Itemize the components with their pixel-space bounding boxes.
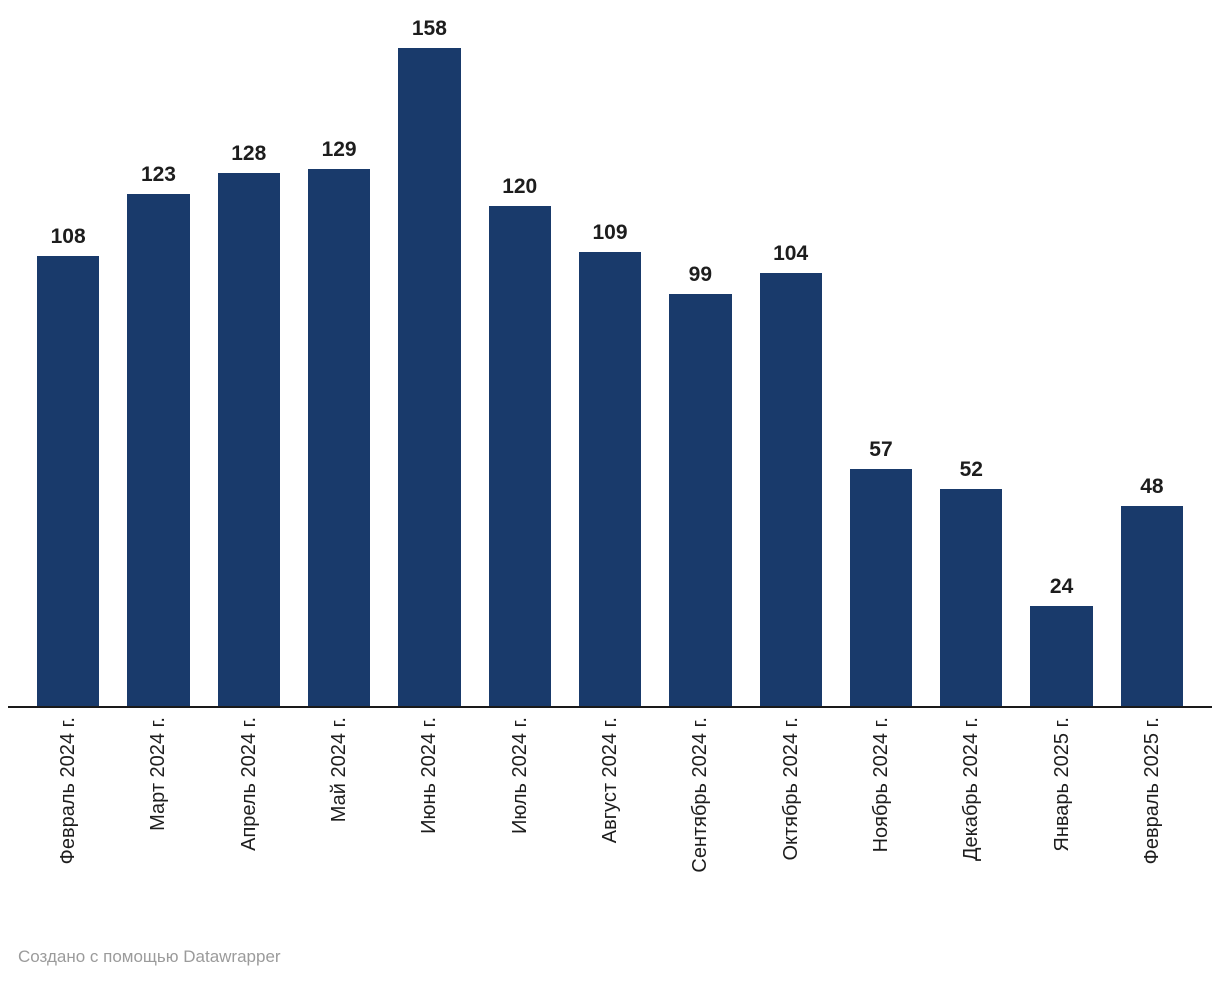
bar-value-label: 48 xyxy=(1140,474,1164,498)
bar[interactable] xyxy=(217,173,280,706)
x-axis-label: Январь 2025 г. xyxy=(1050,717,1073,852)
x-axis-label: Февраль 2025 г. xyxy=(1140,717,1163,865)
bar-value-label: 108 xyxy=(50,224,86,248)
bar-group: 128 xyxy=(204,142,294,706)
x-axis-label: Июнь 2024 г. xyxy=(418,717,441,834)
bar[interactable] xyxy=(759,273,822,706)
bar-group: 48 xyxy=(1107,475,1197,706)
bar-value-label: 129 xyxy=(321,137,357,161)
x-axis-cell: Ноябрь 2024 г. xyxy=(836,708,926,852)
bar[interactable] xyxy=(398,48,461,706)
x-axis-cell: Октябрь 2024 г. xyxy=(746,708,836,861)
plot-area: 108 123 128 129 158 120 109 99 104 57 52 24 48 xyxy=(8,0,1212,708)
bar-group: 108 xyxy=(23,225,113,706)
x-axis-cell: Март 2024 г. xyxy=(113,708,203,831)
bar[interactable] xyxy=(127,194,190,706)
bar-value-label: 120 xyxy=(502,174,538,198)
bar-group: 99 xyxy=(655,263,745,706)
datawrapper-attribution-link[interactable]: Создано с помощью Datawrapper xyxy=(18,947,281,966)
x-axis-cell: Февраль 2024 г. xyxy=(23,708,113,864)
bar-value-label: 128 xyxy=(231,141,267,165)
bar[interactable] xyxy=(1120,506,1184,706)
footer-attribution: Создано с помощью Datawrapper xyxy=(8,915,1212,987)
bar[interactable] xyxy=(578,252,642,706)
x-axis-cell: Январь 2025 г. xyxy=(1016,708,1106,852)
bar[interactable] xyxy=(307,169,371,706)
bar-value-label: 109 xyxy=(592,220,628,244)
bar-group: 57 xyxy=(836,438,926,706)
bar-group: 158 xyxy=(384,17,474,706)
bar-group: 104 xyxy=(746,242,836,706)
bar[interactable] xyxy=(488,206,551,706)
bar-value-label: 52 xyxy=(959,457,983,481)
bar-value-label: 99 xyxy=(688,262,713,286)
bar[interactable] xyxy=(1030,606,1093,706)
bar-group: 52 xyxy=(926,458,1016,706)
x-axis-label: Февраль 2024 г. xyxy=(57,717,80,865)
bar-value-label: 123 xyxy=(140,162,176,186)
x-axis-label: Май 2024 г. xyxy=(328,717,351,823)
x-axis-cell: Май 2024 г. xyxy=(294,708,384,822)
x-axis-cell: Апрель 2024 г. xyxy=(204,708,294,851)
x-axis-cell: Сентябрь 2024 г. xyxy=(655,708,745,873)
x-axis-label: Ноябрь 2024 г. xyxy=(869,717,892,853)
x-axis-label: Сентябрь 2024 г. xyxy=(689,717,712,873)
bar-group: 109 xyxy=(565,221,655,706)
bar-group: 120 xyxy=(475,175,565,706)
bar[interactable] xyxy=(669,294,732,706)
bar-group: 129 xyxy=(294,138,384,706)
bar-value-label: 104 xyxy=(773,241,809,265)
bar[interactable] xyxy=(849,469,913,706)
x-axis-cell: Июнь 2024 г. xyxy=(384,708,474,834)
x-axis-label: Декабрь 2024 г. xyxy=(960,717,983,861)
bar-value-label: 158 xyxy=(411,16,447,40)
bar-group: 123 xyxy=(113,163,203,706)
x-axis-label: Июль 2024 г. xyxy=(508,717,531,835)
x-axis-label: Октябрь 2024 г. xyxy=(779,717,802,861)
x-axis-label: Апрель 2024 г. xyxy=(237,717,260,851)
x-axis: Февраль 2024 г. Март 2024 г. Апрель 2024 г… xyxy=(8,708,1212,915)
bar-group: 24 xyxy=(1016,575,1106,706)
x-axis-label: Август 2024 г. xyxy=(599,717,622,844)
x-axis-cell: Февраль 2025 г. xyxy=(1107,708,1197,864)
bar[interactable] xyxy=(940,489,1003,706)
x-axis-cell: Июль 2024 г. xyxy=(475,708,565,834)
bar-value-label: 24 xyxy=(1049,574,1074,598)
bar-value-label: 57 xyxy=(869,437,893,461)
bar[interactable] xyxy=(37,256,100,706)
x-axis-cell: Август 2024 г. xyxy=(565,708,655,843)
x-axis-label: Март 2024 г. xyxy=(147,717,170,831)
x-axis-cell: Декабрь 2024 г. xyxy=(926,708,1016,861)
